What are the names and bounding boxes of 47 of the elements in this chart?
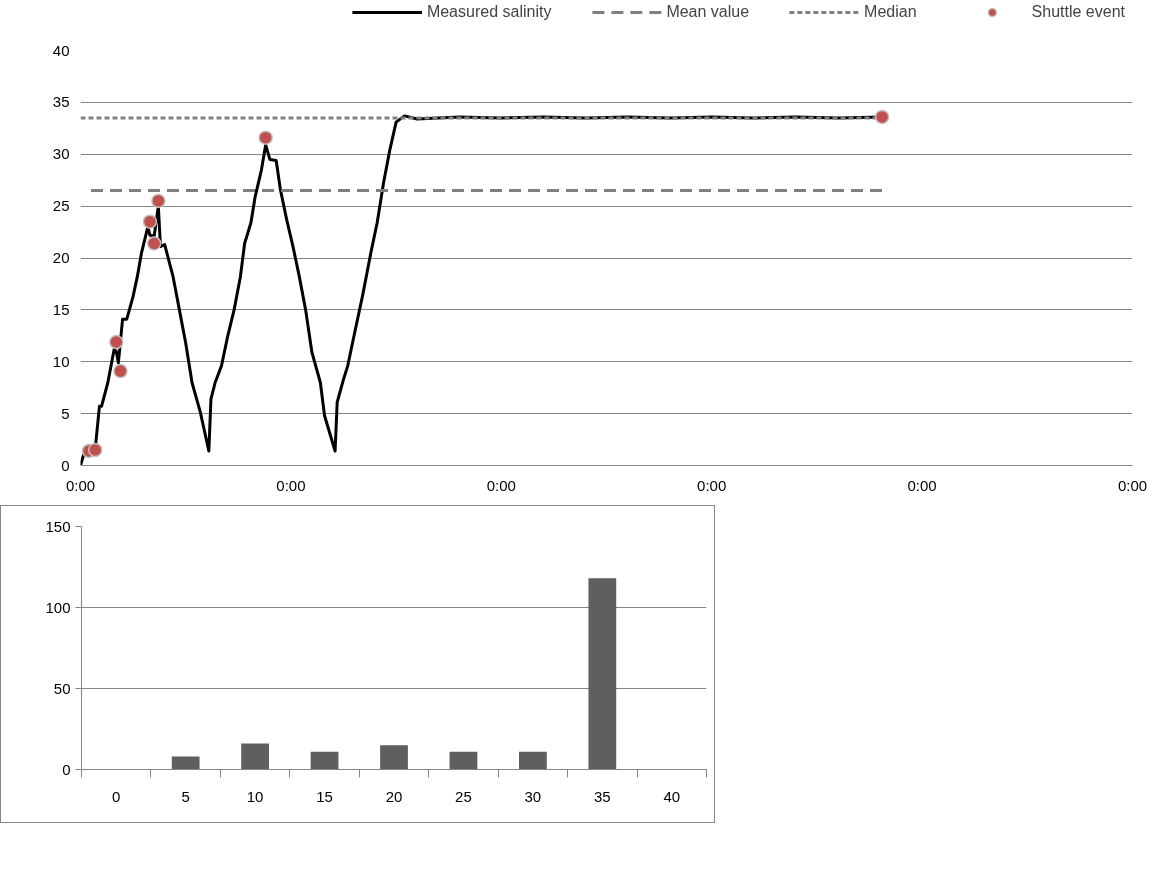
x-tick-label: 0:00 <box>276 476 306 494</box>
legend-label: Measured salinity <box>426 3 552 21</box>
y-tick-label: 15 <box>52 300 70 318</box>
y-tick-label: 100 <box>45 598 71 616</box>
x-tick-label: 35 <box>593 787 611 805</box>
bar <box>449 751 478 770</box>
point <box>87 442 103 458</box>
point <box>258 130 273 145</box>
x-tick-label: 0:00 <box>486 476 516 494</box>
y-tick-label: 10 <box>52 352 70 370</box>
y-tick-label: 0 <box>61 456 70 474</box>
x-tick-label: 40 <box>663 787 681 805</box>
y-tick-label: 50 <box>53 679 71 697</box>
x-tick-label: 0:00 <box>907 476 937 494</box>
x-tick-label: 15 <box>316 787 333 805</box>
x-tick-label: 0:00 <box>697 476 727 494</box>
y-tick-label: 35 <box>52 93 70 111</box>
bar <box>380 745 408 770</box>
bar <box>171 756 200 770</box>
y-tick-label: 150 <box>45 517 71 535</box>
y-tick-label: 20 <box>52 249 70 266</box>
bar <box>241 743 269 770</box>
x-tick-label: 5 <box>181 787 190 805</box>
bar <box>519 751 547 770</box>
x-tick-label: 10 <box>246 787 264 805</box>
point <box>113 363 128 379</box>
point <box>146 236 162 251</box>
x-tick-label: 20 <box>385 787 403 805</box>
point <box>151 193 166 209</box>
legend-label: Mean value <box>666 3 750 21</box>
legend-label: Median <box>864 3 917 21</box>
x-tick-label: 0:00 <box>65 476 96 494</box>
y-tick-label: 40 <box>52 41 70 59</box>
x-tick-label: 0 <box>112 787 121 805</box>
point <box>874 109 890 125</box>
y-tick-label: 5 <box>61 404 70 422</box>
x-tick-label: 25 <box>455 787 472 805</box>
point <box>142 214 158 229</box>
y-tick-label: 30 <box>52 145 70 163</box>
x-tick-label: 30 <box>524 787 542 805</box>
x-tick-label: 0:00 <box>1117 476 1148 494</box>
y-tick-label: 0 <box>62 760 71 778</box>
point <box>109 334 124 350</box>
bar <box>588 578 617 770</box>
bar <box>310 751 339 770</box>
y-tick-label: 25 <box>52 197 70 215</box>
legend-label: Shuttle event <box>1031 3 1125 21</box>
